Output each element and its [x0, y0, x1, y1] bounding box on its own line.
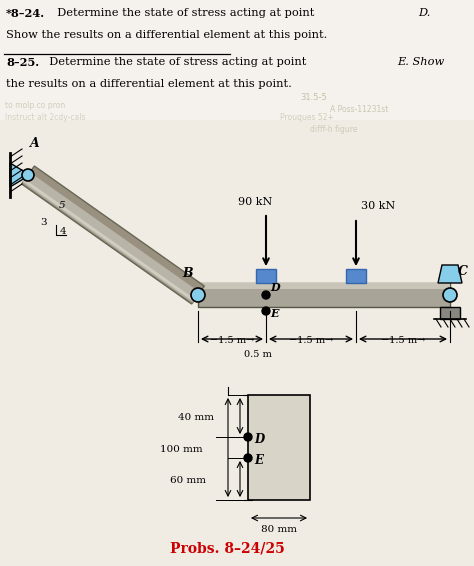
Text: to molp.co pron: to molp.co pron — [5, 101, 65, 110]
Bar — [248, 395, 310, 500]
Circle shape — [443, 288, 457, 302]
Text: −1.5 m→: −1.5 m→ — [289, 336, 333, 345]
Bar — [198, 283, 450, 289]
Text: E: E — [254, 454, 263, 467]
Text: 3: 3 — [40, 218, 46, 227]
Text: Show the results on a differential element at this point.: Show the results on a differential eleme… — [6, 30, 328, 40]
Text: Instruct alt 2cdy-cals: Instruct alt 2cdy-cals — [5, 113, 85, 122]
Circle shape — [22, 169, 34, 181]
Polygon shape — [438, 265, 462, 283]
Text: 30 kN: 30 kN — [361, 201, 395, 211]
Polygon shape — [22, 166, 204, 304]
Text: 40 mm: 40 mm — [178, 413, 214, 422]
Text: 60 mm: 60 mm — [170, 476, 206, 485]
Text: E: E — [270, 308, 279, 319]
Text: D: D — [270, 282, 280, 293]
Text: 5: 5 — [59, 201, 65, 210]
Text: A: A — [30, 137, 40, 150]
Bar — [0, 0, 474, 120]
Text: 31.5-5: 31.5-5 — [300, 93, 327, 102]
Circle shape — [262, 291, 270, 299]
Text: 0.5 m: 0.5 m — [244, 350, 272, 359]
Text: the results on a differential element at this point.: the results on a differential element at… — [6, 79, 292, 89]
Text: 100 mm: 100 mm — [160, 444, 202, 453]
Text: B: B — [182, 267, 192, 280]
Bar — [256, 269, 276, 283]
Text: A Poss-11231st: A Poss-11231st — [330, 105, 388, 114]
Text: C: C — [458, 265, 468, 278]
Circle shape — [244, 433, 252, 441]
Text: D: D — [254, 433, 264, 446]
Polygon shape — [23, 172, 200, 303]
Text: difff-h figure: difff-h figure — [310, 125, 357, 134]
Text: Prouques 52+: Prouques 52+ — [280, 113, 334, 122]
Text: −1.5 m→: −1.5 m→ — [210, 336, 254, 345]
Text: 8–25.: 8–25. — [6, 57, 39, 68]
Bar — [198, 283, 450, 307]
Text: 4: 4 — [60, 227, 67, 236]
Circle shape — [244, 454, 252, 462]
Text: Determine the state of stress acting at point: Determine the state of stress acting at … — [50, 8, 314, 18]
Bar — [346, 269, 366, 283]
Text: 80 mm: 80 mm — [261, 525, 297, 534]
Text: D.: D. — [418, 8, 430, 18]
Circle shape — [191, 288, 205, 302]
Text: Probs. 8–24/25: Probs. 8–24/25 — [170, 541, 285, 555]
Text: Determine the state of stress acting at point: Determine the state of stress acting at … — [42, 57, 306, 67]
Text: *8–24.: *8–24. — [6, 8, 45, 19]
Text: 90 kN: 90 kN — [238, 197, 272, 207]
Text: −1.5 m→: −1.5 m→ — [381, 336, 425, 345]
Text: E. Show: E. Show — [397, 57, 444, 67]
Polygon shape — [10, 163, 30, 187]
Circle shape — [262, 307, 270, 315]
Bar — [440, 307, 460, 319]
